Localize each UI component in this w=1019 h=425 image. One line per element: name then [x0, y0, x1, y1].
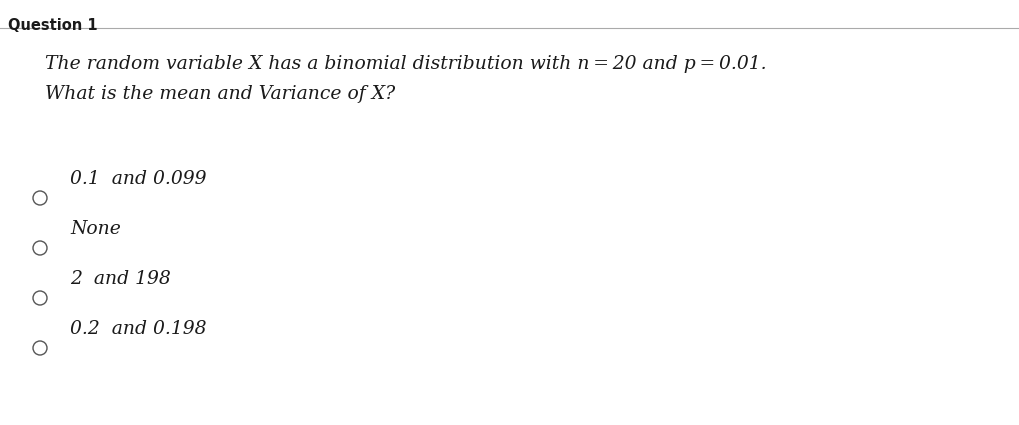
- Text: The random variable X has a binomial distribution with n = 20 and p = 0.01.: The random variable X has a binomial dis…: [45, 55, 766, 73]
- Text: Question 1: Question 1: [8, 18, 98, 33]
- Text: None: None: [70, 220, 121, 238]
- Text: 2  and 198: 2 and 198: [70, 270, 171, 288]
- Text: 0.2  and 0.198: 0.2 and 0.198: [70, 320, 207, 338]
- Text: What is the mean and Variance of X?: What is the mean and Variance of X?: [45, 85, 395, 103]
- Text: 0.1  and 0.099: 0.1 and 0.099: [70, 170, 207, 188]
